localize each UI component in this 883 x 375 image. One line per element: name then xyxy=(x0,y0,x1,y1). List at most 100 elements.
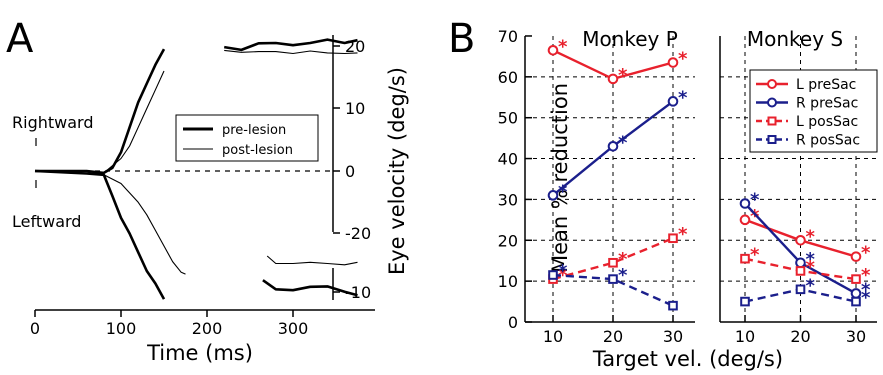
significance-star: * xyxy=(750,206,760,227)
monkey-s-plot: Monkey S 10 20 30 ******** *** xyxy=(719,27,877,346)
panel-a-y-tick-label: -20 xyxy=(345,224,371,243)
significance-star: * xyxy=(861,265,871,286)
panel-a-x-axis-label: Time (ms) xyxy=(146,341,253,365)
monkey-p-y-tick-label: 70 xyxy=(498,27,518,46)
monkey-p-y-tick-label: 20 xyxy=(498,231,518,250)
panel-a-x-tick-label: 0 xyxy=(30,319,40,338)
panel-b-x-axis-label: Target vel. (deg/s) xyxy=(592,347,783,371)
x-tick-label: 10 xyxy=(735,327,755,346)
x-tick-label: 20 xyxy=(603,327,623,346)
panel-a-traces xyxy=(34,38,358,300)
legend-label-l-possac: L posSac xyxy=(796,114,858,130)
marker-l-presac xyxy=(739,214,751,226)
marker-l-presac xyxy=(795,234,806,246)
marker-l-possac xyxy=(740,253,750,264)
monkey-s-x-ticks: 10 20 30 xyxy=(735,315,866,346)
significance-star: * xyxy=(861,243,871,264)
panel-a-x-tick-label: 100 xyxy=(106,319,137,338)
marker-r-possac xyxy=(795,284,806,295)
marker-r-possac xyxy=(851,296,861,307)
marker-l-possac xyxy=(795,266,806,276)
marker-l-presac xyxy=(607,73,619,85)
trace-post-lesion-rightward-late xyxy=(224,49,358,55)
trace-post-lesion-leftward xyxy=(34,170,186,275)
legend-pre-lesion-label: pre-lesion xyxy=(222,123,286,138)
marker-l-presac xyxy=(547,44,559,56)
significance-star: * xyxy=(558,36,568,57)
panel-b-legend: L preSac R preSac L posSac R posSac xyxy=(749,69,878,153)
significance-star: * xyxy=(618,249,628,270)
trace-pre-lesion-rightward-late xyxy=(223,38,358,52)
trace-post-lesion-rightward xyxy=(35,70,165,174)
panel-b-label: B xyxy=(448,16,475,62)
significance-star: * xyxy=(678,87,688,108)
monkey-s-series: ******** *** xyxy=(739,190,871,309)
panel-a-y-tick-label: -10 xyxy=(345,283,371,302)
monkey-p-y-ticks: 0 10 20 30 40 50 60 70 xyxy=(498,27,532,332)
monkey-p-y-tick-label: 10 xyxy=(498,272,518,291)
panel-a-x-ticks: 0 100 200 300 xyxy=(30,310,308,338)
significance-star: * xyxy=(558,261,568,282)
monkey-p-y-tick-label: 40 xyxy=(498,150,518,169)
monkey-p-x-ticks: 10 20 30 xyxy=(543,315,683,346)
significance-star: * xyxy=(806,275,816,296)
legend-label-r-presac: R preSac xyxy=(796,96,858,112)
legend-marker-r-possac xyxy=(767,135,777,144)
monkey-p-y-tick-label: 0 xyxy=(508,313,518,332)
significance-star: * xyxy=(678,224,688,245)
panel-a-label: A xyxy=(6,16,34,62)
panel-a-y-tick-label: 10 xyxy=(345,99,365,118)
marker-r-presac xyxy=(850,288,862,299)
marker-l-possac xyxy=(851,274,861,284)
monkey-p-y-tick-label: 50 xyxy=(498,109,518,128)
panel-a-legend: pre-lesion post-lesion xyxy=(175,114,319,162)
significance-star: * xyxy=(861,279,871,300)
panel-b: B Mean % reduction Target vel. (deg/s) M… xyxy=(448,16,878,371)
significance-star: * xyxy=(678,49,688,70)
panel-a-y-tick-label: 0 xyxy=(345,162,355,181)
monkey-p-y-tick-label: 30 xyxy=(498,190,518,209)
series-line-r-possac xyxy=(552,273,674,307)
marker-r-possac xyxy=(740,296,750,307)
x-tick-label: 30 xyxy=(663,327,683,346)
panel-a-y-axis-label: Eye velocity (deg/s) xyxy=(385,67,409,275)
trace-pre-lesion-leftward-late xyxy=(262,279,358,297)
series-line-l-possac xyxy=(552,237,674,281)
marker-l-possac xyxy=(608,257,618,268)
significance-star: * xyxy=(750,245,760,266)
trace-post-lesion-leftward-late xyxy=(266,255,358,266)
marker-r-possac xyxy=(548,270,558,280)
x-tick-label: 10 xyxy=(543,327,563,346)
significance-star: * xyxy=(618,65,628,86)
significance-star: * xyxy=(558,181,568,202)
x-tick-label: 30 xyxy=(846,327,866,346)
leftward-label: Leftward xyxy=(12,212,81,231)
monkey-p-y-tick-label: 60 xyxy=(498,68,518,87)
significance-star: * xyxy=(806,226,816,247)
marker-l-presac xyxy=(667,57,679,68)
x-tick-label: 20 xyxy=(790,327,810,346)
legend-label-l-presac: L preSac xyxy=(796,77,856,93)
legend-post-lesion-label: post-lesion xyxy=(222,143,293,158)
legend-marker-l-possac xyxy=(767,116,777,126)
significance-star: * xyxy=(806,257,816,278)
marker-r-presac xyxy=(607,141,619,152)
panel-a-x-tick-label: 300 xyxy=(278,319,309,338)
legend-label-r-possac: R posSac xyxy=(796,133,860,149)
significance-star: * xyxy=(861,288,871,309)
significance-star: * xyxy=(806,249,816,270)
significance-star: * xyxy=(618,265,628,286)
monkey-s-title: Monkey S xyxy=(747,27,843,51)
legend-marker-l-presac xyxy=(767,79,777,89)
trace-pre-lesion-rightward xyxy=(35,48,166,175)
marker-l-possac xyxy=(668,233,678,244)
significance-star: * xyxy=(558,265,568,286)
marker-l-presac xyxy=(850,251,862,262)
monkey-p-series: ********** * xyxy=(547,36,688,311)
marker-r-possac xyxy=(668,300,678,311)
marker-r-presac xyxy=(547,190,559,201)
